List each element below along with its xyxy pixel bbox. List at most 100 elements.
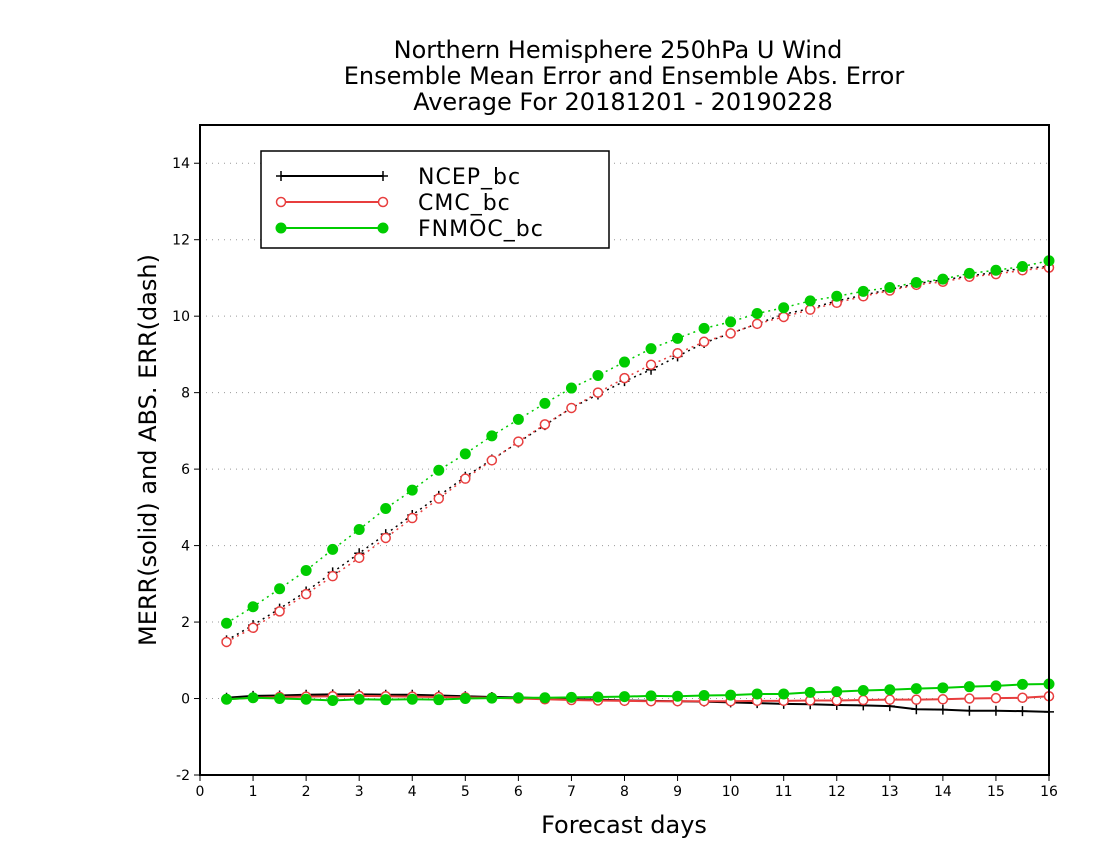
abs-err-point-fnmoc-bc [884,282,896,293]
merr-point-fnmoc-bc [327,694,339,706]
legend-label-ncep-bc: NCEP_bc [418,165,521,190]
abs-err-point-cmc-bc [247,622,259,634]
legend-item-cmc-bc: CMC_bc [275,191,510,216]
x-tick-label: 7 [567,784,576,800]
title-line-1: Northern Hemisphere 250hPa U Wind [394,36,843,64]
merr-point-fnmoc-bc [565,691,577,703]
abs-err-point-cmc-bc [460,473,471,484]
merr-point-cmc-bc [1017,692,1028,704]
merr-point-cmc-bc [831,695,842,706]
x-tick-label: 3 [355,784,364,800]
abs-err-point-cmc-bc [407,512,418,524]
merr-point-ncep-bc [990,705,1001,716]
y-tick-label: -2 [176,768,190,784]
merr-point-fnmoc-bc [831,686,843,698]
merr-point-fnmoc-bc [247,692,259,704]
abs-err-point-fnmoc-bc [645,343,657,355]
title-line-3: Average For 20181201 - 20190228 [413,88,833,116]
merr-point-fnmoc-bc [539,692,551,704]
abs-err-point-fnmoc-bc [963,267,975,279]
abs-err-point-cmc-bc [778,311,789,323]
y-tick-label: 0 [181,692,190,708]
x-tick-label: 2 [302,784,311,800]
abs-err-point-fnmoc-bc [565,382,577,394]
merr-point-fnmoc-bc [963,681,975,693]
y-tick-label: 8 [181,386,190,402]
abs-err-point-fnmoc-bc [327,543,339,555]
merr-point-fnmoc-bc [406,693,418,705]
abs-err-point-fnmoc-bc [406,484,418,496]
merr-point-fnmoc-bc [300,693,312,705]
x-tick-label: 6 [514,784,523,800]
abs-err-point-fnmoc-bc [778,302,790,314]
x-tick-label: 16 [1040,784,1058,800]
abs-err-point-fnmoc-bc [539,397,551,409]
abs-err-point-cmc-bc [380,532,391,544]
abs-err-point-cmc-bc [433,493,445,504]
abs-err-point-cmc-bc [566,402,577,414]
merr-point-cmc-bc [937,694,949,705]
merr-point-fnmoc-bc [353,693,365,705]
abs-err-point-cmc-bc [592,387,604,398]
abs-err-point-fnmoc-bc [300,564,312,576]
abs-err-point-cmc-bc [645,359,657,370]
series-cmc-bc [221,262,1055,707]
merr-point-fnmoc-bc [459,693,471,705]
x-tick-label: 8 [620,784,629,800]
abs-err-point-fnmoc-bc [672,332,684,344]
legend-box [260,150,610,249]
merr-point-fnmoc-bc [512,692,524,704]
abs-err-point-fnmoc-bc [804,295,816,307]
abs-err-point-cmc-bc [804,304,816,315]
series-ncep-bc [221,261,1054,717]
merr-point-ncep-bc [964,705,975,716]
merr-point-fnmoc-bc [1016,678,1028,690]
abs-err-point-cmc-bc [751,318,763,330]
abs-err-point-cmc-bc [672,348,683,359]
abs-err-point-cmc-bc [539,419,551,430]
abs-err-point-cmc-bc [698,336,710,348]
merr-point-fnmoc-bc [592,691,604,703]
merr-point-fnmoc-bc [380,694,392,706]
abs-err-point-fnmoc-bc [247,601,259,613]
merr-point-cmc-bc [858,694,869,706]
abs-err-point-fnmoc-bc [831,290,843,302]
merr-point-fnmoc-bc [990,680,1002,692]
abs-err-line-ncep-bc [226,265,1050,642]
x-tick-label: 1 [249,784,258,800]
abs-err-line-fnmoc-bc [226,260,1050,624]
legend-marker-right-cmc-bc [377,196,389,208]
merr-point-fnmoc-bc [751,688,763,700]
abs-err-point-fnmoc-bc [1016,260,1028,272]
abs-err-point-fnmoc-bc [751,308,763,319]
abs-err-point-cmc-bc [300,588,312,600]
merr-point-fnmoc-bc [857,685,869,696]
merr-point-ncep-bc [937,704,948,715]
title-line-2: Ensemble Mean Error and Ensemble Abs. Er… [344,62,905,90]
x-axis-label: Forecast days [541,811,707,839]
merr-point-cmc-bc [911,694,922,705]
merr-point-fnmoc-bc [910,683,922,695]
abs-err-point-cmc-bc [486,455,498,466]
abs-err-point-fnmoc-bc [274,583,286,595]
abs-err-point-fnmoc-bc [592,369,604,381]
legend-item-ncep-bc: NCEP_bc [276,165,521,190]
x-tick-label: 4 [408,784,417,800]
abs-err-point-fnmoc-bc [512,413,524,425]
legend-label-fnmoc-bc: FNMOC_bc [418,217,544,242]
legend-marker-right-fnmoc-bc [377,222,389,234]
y-axis-label: MERR(solid) and ABS. ERR(dash) [134,254,162,646]
merr-line-fnmoc-bc [226,683,1050,702]
y-tick-label: 14 [172,156,190,172]
x-tick-label: 13 [881,784,899,800]
merr-point-fnmoc-bc [884,684,896,696]
merr-point-fnmoc-bc [433,694,445,706]
grid-lines [200,162,1049,776]
abs-err-point-fnmoc-bc [459,448,471,460]
merr-point-fnmoc-bc [698,689,710,701]
merr-point-ncep-bc [1017,706,1028,717]
